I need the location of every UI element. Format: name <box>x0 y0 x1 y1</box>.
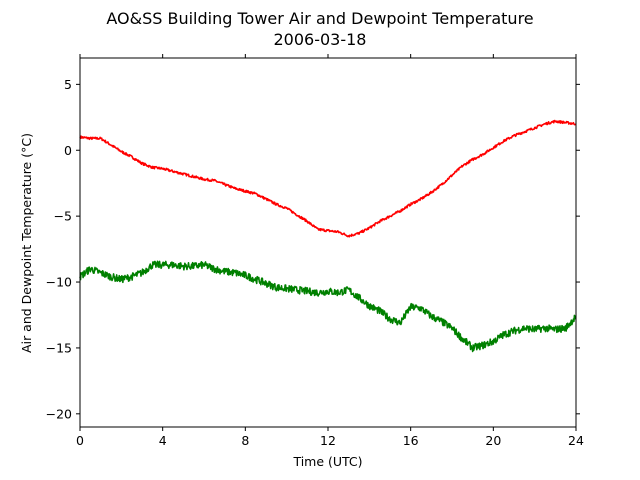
x-tick-label: 20 <box>485 433 501 448</box>
x-tick-label: 0 <box>76 433 84 448</box>
chart-subtitle: 2006-03-18 <box>274 30 367 49</box>
series-2-line <box>79 260 577 353</box>
x-tick-label: 4 <box>159 433 167 448</box>
chart-title: AO&SS Building Tower Air and Dewpoint Te… <box>106 9 533 28</box>
y-tick-label: 5 <box>64 77 72 92</box>
x-tick-label: 8 <box>241 433 249 448</box>
y-tick-label: −15 <box>46 340 72 355</box>
y-tick-label: −10 <box>46 275 72 290</box>
plot-frame <box>79 57 577 428</box>
x-tick-label: 16 <box>403 433 419 448</box>
tick-layer: 0 4 8 12 16 20 24 −20 −15 −10 −5 0 5 <box>46 54 584 448</box>
y-tick-label: −20 <box>46 406 72 421</box>
x-tick-label: 12 <box>320 433 336 448</box>
y-tick-label: −5 <box>54 209 72 224</box>
x-axis-label: Time (UTC) <box>292 454 362 469</box>
series-layer <box>79 119 577 353</box>
x-tick-label: 24 <box>568 433 584 448</box>
y-axis-label: Air and Dewpoint Temperature (°C) <box>19 133 34 353</box>
series-1-line <box>79 119 577 238</box>
y-tick-label: 0 <box>64 143 72 158</box>
